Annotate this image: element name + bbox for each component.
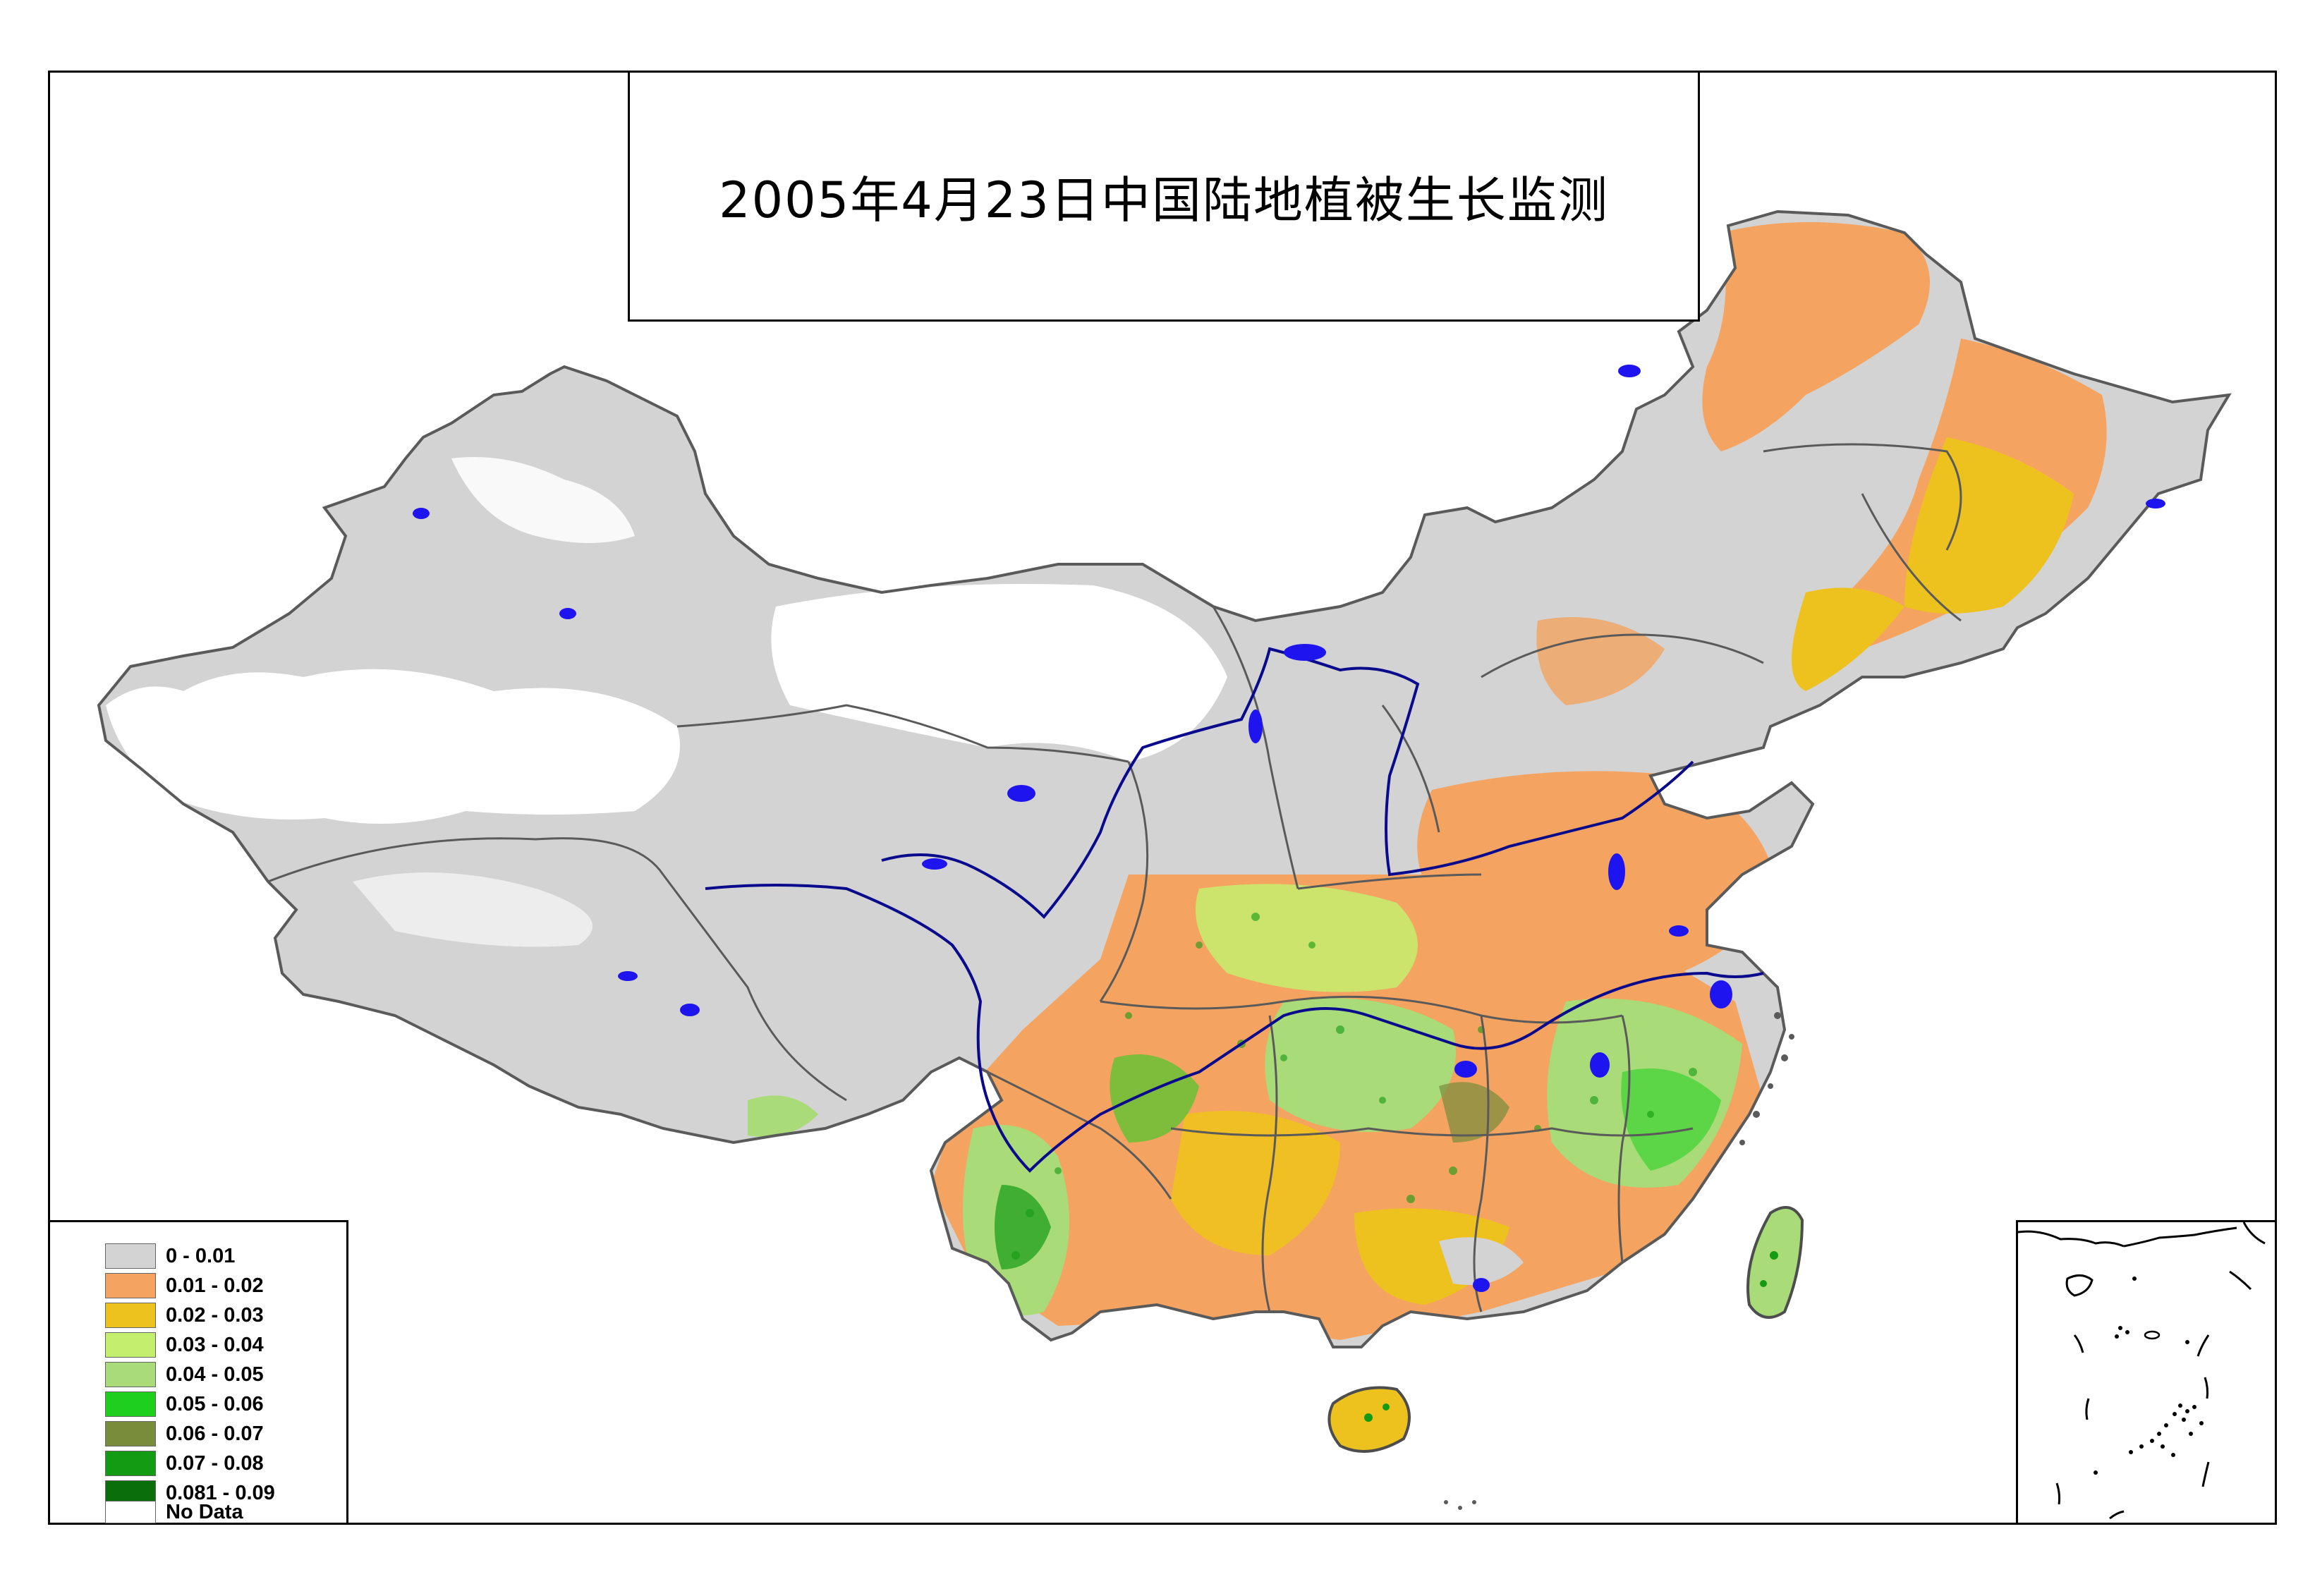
yangtze-river — [705, 884, 1764, 1173]
south-china-sea-inset — [2016, 1220, 2277, 1525]
legend-swatch — [105, 1501, 156, 1523]
legend-item: 0.05 - 0.06 — [105, 1391, 264, 1417]
hainan-island — [1327, 1386, 1411, 1453]
legend-swatch — [105, 1421, 156, 1446]
legend-label: 0.081 - 0.09 — [166, 1481, 275, 1504]
title-box: 2005年4月23日中国陆地植被生长监测 — [628, 71, 1700, 322]
legend-swatch — [105, 1303, 156, 1328]
province-borders — [267, 443, 1962, 1312]
legend-item: No Data — [105, 1501, 243, 1523]
legend-swatch — [105, 1243, 156, 1269]
taiwan-island — [1746, 1206, 1804, 1319]
legend-swatch — [105, 1362, 156, 1387]
legend-item: 0 - 0.01 — [105, 1243, 235, 1269]
mainland-china — [97, 210, 2230, 1348]
legend-label: 0.02 - 0.03 — [166, 1303, 264, 1327]
legend-label: 0.05 - 0.06 — [166, 1392, 264, 1415]
legend-swatch — [105, 1332, 156, 1358]
legend-label: 0.04 - 0.05 — [166, 1363, 264, 1386]
legend-item: 0.02 - 0.03 — [105, 1303, 264, 1328]
coastal-islets — [1444, 1012, 1794, 1510]
legend-swatch — [105, 1391, 156, 1417]
legend-label: 0.01 - 0.02 — [166, 1274, 264, 1297]
legend-label: No Data — [166, 1500, 243, 1523]
lakes — [413, 365, 2165, 1292]
legend-item: 0.04 - 0.05 — [105, 1362, 264, 1387]
legend-item: 0.03 - 0.04 — [105, 1332, 264, 1358]
south-china-sea-inset-map — [2017, 1222, 2266, 1520]
legend-label: 0.07 - 0.08 — [166, 1451, 264, 1475]
vegetation-speckles — [1011, 913, 1697, 1260]
legend: 0 - 0.01 0.01 - 0.02 0.02 - 0.03 0.03 - … — [48, 1220, 348, 1525]
legend-item: 0.01 - 0.02 — [105, 1273, 264, 1298]
legend-label: 0.03 - 0.04 — [166, 1333, 264, 1356]
legend-swatch — [105, 1273, 156, 1298]
legend-label: 0 - 0.01 — [166, 1244, 236, 1267]
map-title: 2005年4月23日中国陆地植被生长监测 — [719, 171, 1609, 229]
legend-swatch — [105, 1451, 156, 1476]
legend-item: 0.07 - 0.08 — [105, 1451, 264, 1476]
legend-item: 0.06 - 0.07 — [105, 1421, 264, 1446]
legend-label: 0.06 - 0.07 — [166, 1422, 264, 1445]
